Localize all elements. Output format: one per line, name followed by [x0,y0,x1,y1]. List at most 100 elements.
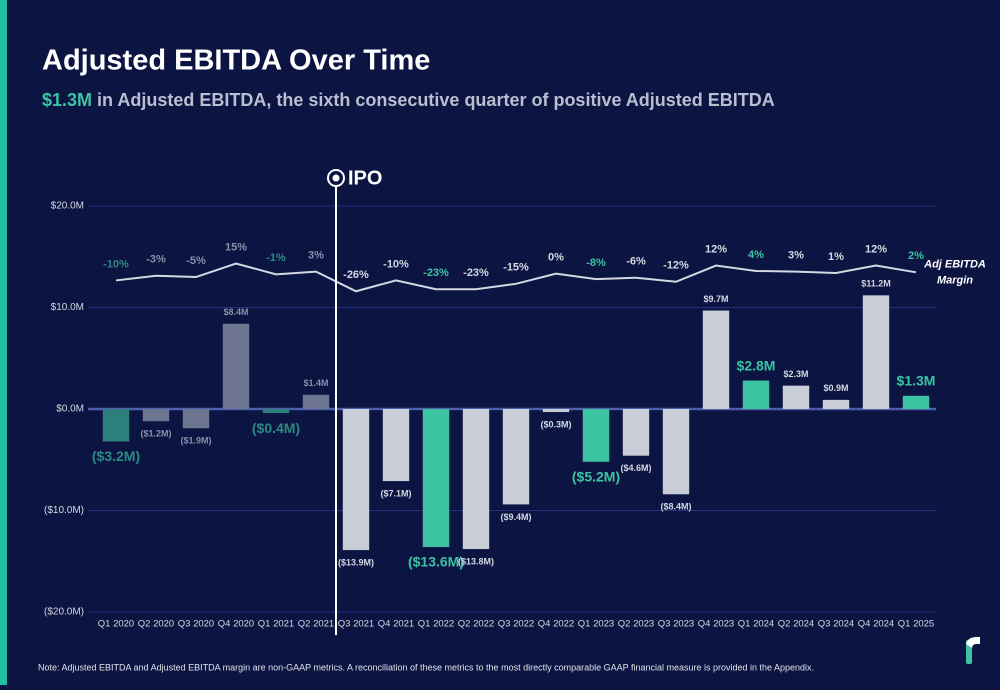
x-tick-label: Q4 2024 [858,619,894,630]
bar [742,380,770,409]
legend-label: Adj EBITDA Margin [923,258,986,286]
margin-label: -26% [343,269,369,281]
bar-value-label: $9.7M [703,294,728,304]
y-tick-label: $10.0M [51,302,84,313]
bar [342,409,370,551]
margin-label: -10% [383,258,409,270]
margin-label: -3% [146,254,166,266]
bar-value-label: ($5.2M) [572,468,620,484]
x-tick-label: Q1 2024 [738,619,774,630]
bar-value-label: ($3.2M) [92,448,140,464]
bar-value-label: $11.2M [861,279,891,289]
subtitle-highlight: $1.3M [42,90,92,110]
x-tick-label: Q3 2022 [498,619,534,630]
bar [182,409,210,429]
y-tick-label: ($20.0M) [44,607,84,618]
bar [382,409,410,482]
bar [422,409,450,548]
bar-value-label: ($9.4M) [500,512,531,522]
x-tick-label: Q2 2023 [618,619,654,630]
bar [862,295,890,409]
x-tick-label: Q2 2021 [298,619,334,630]
bar-value-label: ($13.6M) [408,554,464,570]
x-tick-label: Q1 2021 [258,619,294,630]
bar-value-label: ($0.4M) [252,420,300,436]
x-tick-label: Q2 2020 [138,619,174,630]
y-tick-label: ($10.0M) [44,505,84,516]
margin-label: 4% [748,249,764,261]
bar [582,409,610,462]
logo [966,636,980,664]
margin-label: 0% [548,252,564,264]
margin-label: 12% [705,243,727,255]
bar-value-label: ($7.1M) [380,488,411,498]
bar [222,323,250,409]
x-tick-label: Q1 2022 [418,619,454,630]
margin-label: 15% [225,241,247,253]
bar [302,394,330,409]
bar [262,409,290,414]
x-tick-label: Q3 2023 [658,619,694,630]
y-tick-label: $20.0M [51,201,84,212]
bar [782,385,810,409]
ipo-marker-dot [332,174,340,182]
bar-value-label: ($13.9M) [338,557,374,567]
x-tick-label: Q4 2021 [378,619,414,630]
y-tick-label: $0.0M [56,404,84,415]
legend-line: Margin [937,274,973,286]
bar-value-label: ($1.2M) [140,429,171,439]
margin-label: -12% [663,260,689,272]
margin-label: 2% [908,250,924,262]
x-tick-label: Q4 2023 [698,619,734,630]
bar-value-label: $1.4M [303,378,328,388]
bar-value-label: $8.4M [223,307,248,317]
chart-title: Adjusted EBITDA Over Time [42,45,430,77]
bar [542,409,570,413]
x-tick-label: Q2 2022 [458,619,494,630]
subtitle-text: in Adjusted EBITDA, the sixth consecutiv… [97,90,775,110]
x-tick-label: Q1 2025 [898,619,934,630]
bar-value-label: ($13.8M) [458,556,494,566]
margin-label: -1% [266,252,286,264]
margin-label: 12% [865,243,887,255]
x-tick-label: Q1 2023 [578,619,614,630]
bar [502,409,530,505]
x-tick-label: Q4 2020 [218,619,254,630]
logo-arc [966,636,980,648]
bar-value-label: $2.3M [783,369,808,379]
ipo-label: IPO [348,167,382,189]
bar [822,399,850,409]
x-tick-label: Q2 2024 [778,619,814,630]
margin-label: -8% [586,257,606,269]
margin-label: -23% [463,267,489,279]
bar-value-label: ($0.3M) [540,419,571,429]
bar [462,409,490,550]
margin-line [115,262,917,293]
bar [702,310,730,409]
x-tick-label: Q1 2020 [98,619,134,630]
bar-value-label: ($8.4M) [660,502,691,512]
x-tick-label: Q4 2022 [538,619,574,630]
margin-label: 3% [308,250,324,262]
x-tick-label: Q3 2024 [818,619,854,630]
footnote: Note: Adjusted EBITDA and Adjusted EBITD… [38,662,814,672]
margin-label: -23% [423,267,449,279]
bar [902,395,930,409]
margin-label: -10% [103,258,129,270]
legend-line: Adj EBITDA [923,258,986,270]
accent-stripe [0,0,7,685]
bar [142,409,170,422]
margin-label: -5% [186,255,206,267]
x-tick-label: Q3 2021 [338,619,374,630]
margin-label: -15% [503,262,529,274]
bar-value-label: ($4.6M) [620,463,651,473]
margin-label: -6% [626,256,646,268]
bar-value-label: $0.9M [823,383,848,393]
bar [102,409,130,442]
chart-subtitle: $1.3M in Adjusted EBITDA, the sixth cons… [42,90,775,110]
x-tick-label: Q3 2020 [178,619,214,630]
bar [662,409,690,495]
margin-label: 3% [788,250,804,262]
